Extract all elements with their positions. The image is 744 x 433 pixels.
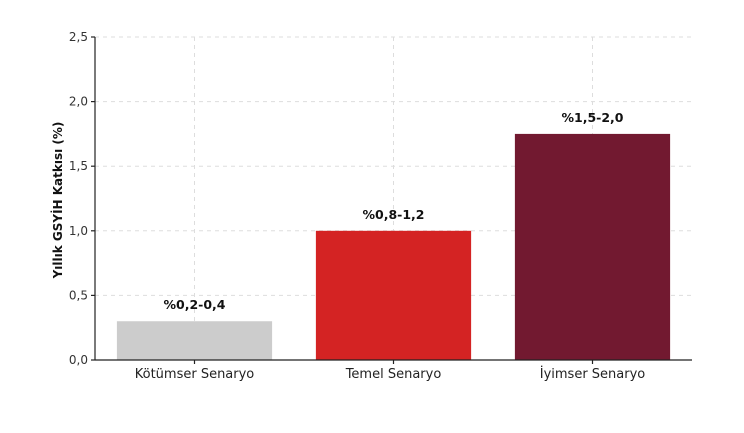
y-tick-label: 0,5	[69, 288, 88, 302]
y-tick-label: 1,0	[69, 224, 88, 238]
y-axis-title: Yıllık GSYİH Katkısı (%)	[50, 122, 65, 280]
data-labels: %0,2-0,4 %0,8-1,2 %1,5-2,0	[164, 110, 624, 312]
y-tick-label: 1,5	[69, 159, 88, 173]
y-tick-label: 2,0	[69, 95, 88, 109]
bar	[315, 230, 472, 360]
x-tick-label: İyimser Senaryo	[540, 366, 646, 382]
axes: 0,0 0,5 1,0 1,5 2,0 2,5 Kötümser Senaryo Temel …	[69, 30, 692, 382]
bar-data-label: %1,5-2,0	[562, 110, 624, 125]
x-tick-label: Kötümser Senaryo	[135, 367, 255, 382]
y-tick-label: 0,0	[69, 353, 88, 367]
bar-data-label: %0,2-0,4	[164, 297, 226, 312]
bar	[116, 321, 273, 360]
bar-data-label: %0,8-1,2	[363, 207, 425, 222]
bars	[116, 133, 671, 360]
x-tick-label: Temel Senaryo	[345, 367, 442, 382]
y-tick-label: 2,5	[69, 30, 88, 44]
bar	[514, 133, 671, 360]
